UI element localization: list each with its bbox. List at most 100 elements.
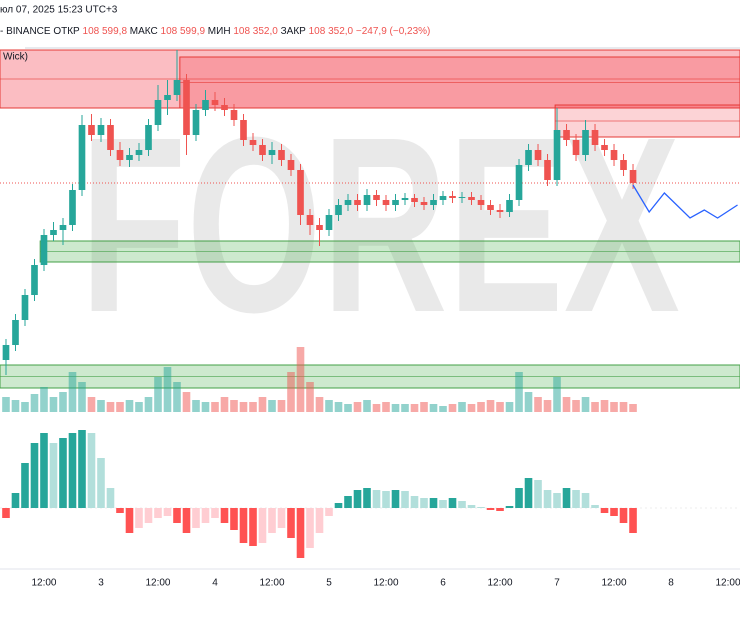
- oscillator-bar: [572, 490, 580, 508]
- field-value: 108 599,8: [83, 26, 128, 37]
- oscillator-bar: [591, 505, 599, 508]
- candle-body: [50, 230, 57, 235]
- candle-body: [534, 150, 542, 160]
- volume-bar: [220, 397, 229, 412]
- oscillator-bar: [401, 491, 409, 508]
- oscillator-bar: [353, 490, 362, 508]
- candle-body: [468, 197, 475, 200]
- volume-bar: [448, 404, 457, 412]
- volume-bar: [163, 367, 172, 412]
- volume-bar: [420, 402, 428, 412]
- volume-bar: [401, 404, 409, 412]
- candle-body: [411, 198, 418, 202]
- oscillator-bar: [505, 506, 514, 508]
- oscillator-bar: [11, 493, 20, 508]
- candle-body: [230, 110, 238, 120]
- volume-bar: [59, 392, 67, 412]
- candle-body: [297, 170, 304, 215]
- candle-body: [2, 345, 10, 360]
- volume-bar: [125, 400, 134, 412]
- candle-body: [620, 160, 627, 170]
- candle-body: [582, 130, 589, 155]
- candle-body: [335, 205, 342, 215]
- candle-body: [135, 150, 143, 155]
- candle-body: [202, 100, 209, 110]
- x-tick-label: 12:00: [487, 578, 512, 589]
- watermark: FOREX: [80, 85, 680, 364]
- volume-bar: [21, 402, 29, 412]
- candle-body: [601, 145, 608, 150]
- volume-bar: [277, 400, 286, 412]
- candle-body: [164, 95, 171, 100]
- volume-bar: [591, 402, 599, 412]
- oscillator-bar: [268, 508, 276, 533]
- candle-body: [31, 265, 38, 295]
- oscillator-bar: [515, 488, 523, 508]
- oscillator-bar: [581, 493, 590, 508]
- volume-bar: [534, 397, 542, 412]
- volume-bar: [572, 400, 580, 412]
- candle-body: [610, 150, 618, 160]
- volume-bar: [97, 400, 105, 412]
- oscillator-bar: [49, 443, 58, 508]
- oscillator-bar: [287, 508, 295, 538]
- candle-body: [211, 100, 219, 105]
- volume-bar: [268, 400, 276, 412]
- volume-bar: [458, 402, 466, 412]
- oscillator-bar: [154, 508, 162, 518]
- x-tick-label: 5: [326, 578, 332, 589]
- volume-bar: [610, 402, 618, 412]
- volume-bar: [106, 402, 115, 412]
- volume-bar: [496, 402, 504, 412]
- candle-body: [126, 155, 133, 160]
- header-ohlc: - BINANCE ОТКР 108 599,8 МАКС 108 599,9 …: [0, 26, 430, 37]
- volume-bar: [306, 382, 314, 412]
- candle-body: [306, 215, 314, 225]
- candle-body: [173, 80, 181, 95]
- candle-body: [40, 235, 48, 265]
- volume-bar: [629, 404, 637, 412]
- oscillator-bar: [610, 508, 618, 516]
- x-tick-label: 4: [212, 578, 218, 589]
- projection-line: [632, 184, 738, 219]
- candle-body: [382, 200, 390, 205]
- field-value: 108 352,0: [233, 26, 278, 37]
- candle-body: [354, 200, 361, 205]
- volume-bar: [11, 400, 20, 412]
- oscillator-bar: [192, 508, 200, 528]
- volume-bar: [353, 402, 362, 412]
- header-date: юл 07, 2025 15:23 UTC+3: [0, 5, 118, 16]
- candle-body: [154, 100, 162, 125]
- oscillator-bar: [458, 501, 466, 508]
- candle-body: [278, 150, 285, 160]
- oscillator-bar: [296, 508, 305, 558]
- x-tick-label: 7: [554, 578, 560, 589]
- candle-body: [563, 130, 570, 140]
- candle-body: [477, 200, 485, 205]
- candle-body: [439, 196, 447, 200]
- oscillator-bar: [2, 508, 10, 518]
- candle-body: [572, 140, 580, 155]
- volume-bar: [344, 404, 352, 412]
- candle-body: [553, 130, 561, 180]
- oscillator-bar: [182, 508, 191, 533]
- volume-bar: [30, 394, 39, 412]
- oscillator-bar: [125, 508, 134, 533]
- volume-bar: [315, 397, 324, 412]
- field-label: ЗАКР: [281, 26, 307, 37]
- candle-body: [221, 105, 228, 110]
- x-tick-label: 6: [440, 578, 446, 589]
- field-label: МИН: [208, 26, 231, 37]
- oscillator-bar: [344, 496, 352, 508]
- oscillator-bar: [106, 488, 115, 508]
- change: −247,9 (−0,23%): [356, 26, 431, 37]
- candle-body: [287, 160, 295, 170]
- oscillator-bar: [30, 443, 39, 508]
- indicator-label: Wick): [3, 52, 28, 63]
- oscillator-bar: [543, 490, 552, 508]
- oscillator-bar: [258, 508, 267, 543]
- oscillator-bar: [496, 508, 504, 511]
- candle-body: [192, 110, 200, 135]
- volume-bar: [553, 377, 561, 412]
